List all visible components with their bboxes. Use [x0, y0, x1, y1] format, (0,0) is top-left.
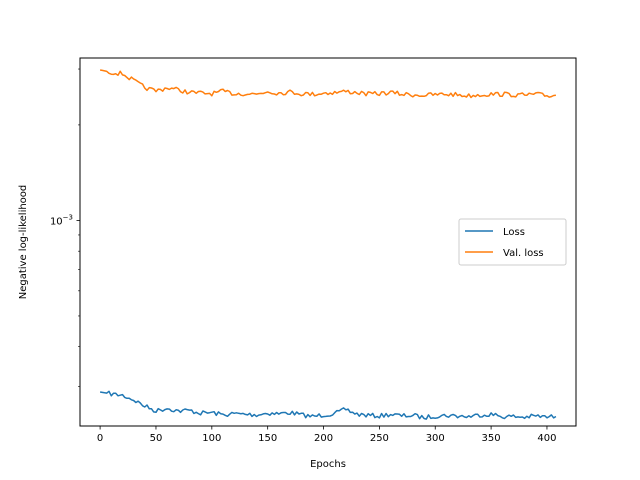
- series-layer: [99, 69, 557, 420]
- y-axis-label: Negative log-likelihood: [18, 185, 29, 300]
- series-line-loss: [99, 390, 557, 420]
- x-tick-label: 100: [202, 433, 221, 444]
- series-line-val-loss: [99, 69, 556, 99]
- x-tick-label: 0: [97, 433, 103, 444]
- x-tick-label: 350: [482, 433, 501, 444]
- x-axis-label: Epochs: [310, 459, 346, 470]
- y-tick-label: 10−3: [50, 213, 73, 227]
- x-tick-label: 150: [258, 433, 277, 444]
- x-tick-label: 50: [150, 433, 163, 444]
- x-tick-label: 250: [370, 433, 389, 444]
- legend-label-val-loss: Val. loss: [503, 248, 544, 259]
- x-tick-label: 300: [426, 433, 445, 444]
- y-axis-ticks: 10−3: [50, 68, 80, 387]
- plot-frame: [79, 57, 577, 427]
- legend-label-loss: Loss: [503, 227, 525, 238]
- x-tick-label: 400: [537, 433, 556, 444]
- x-tick-label: 200: [314, 433, 333, 444]
- legend: Loss Val. loss: [458, 218, 567, 266]
- x-axis-ticks: 0 50 100 150 200 250 300 350 400: [97, 426, 557, 444]
